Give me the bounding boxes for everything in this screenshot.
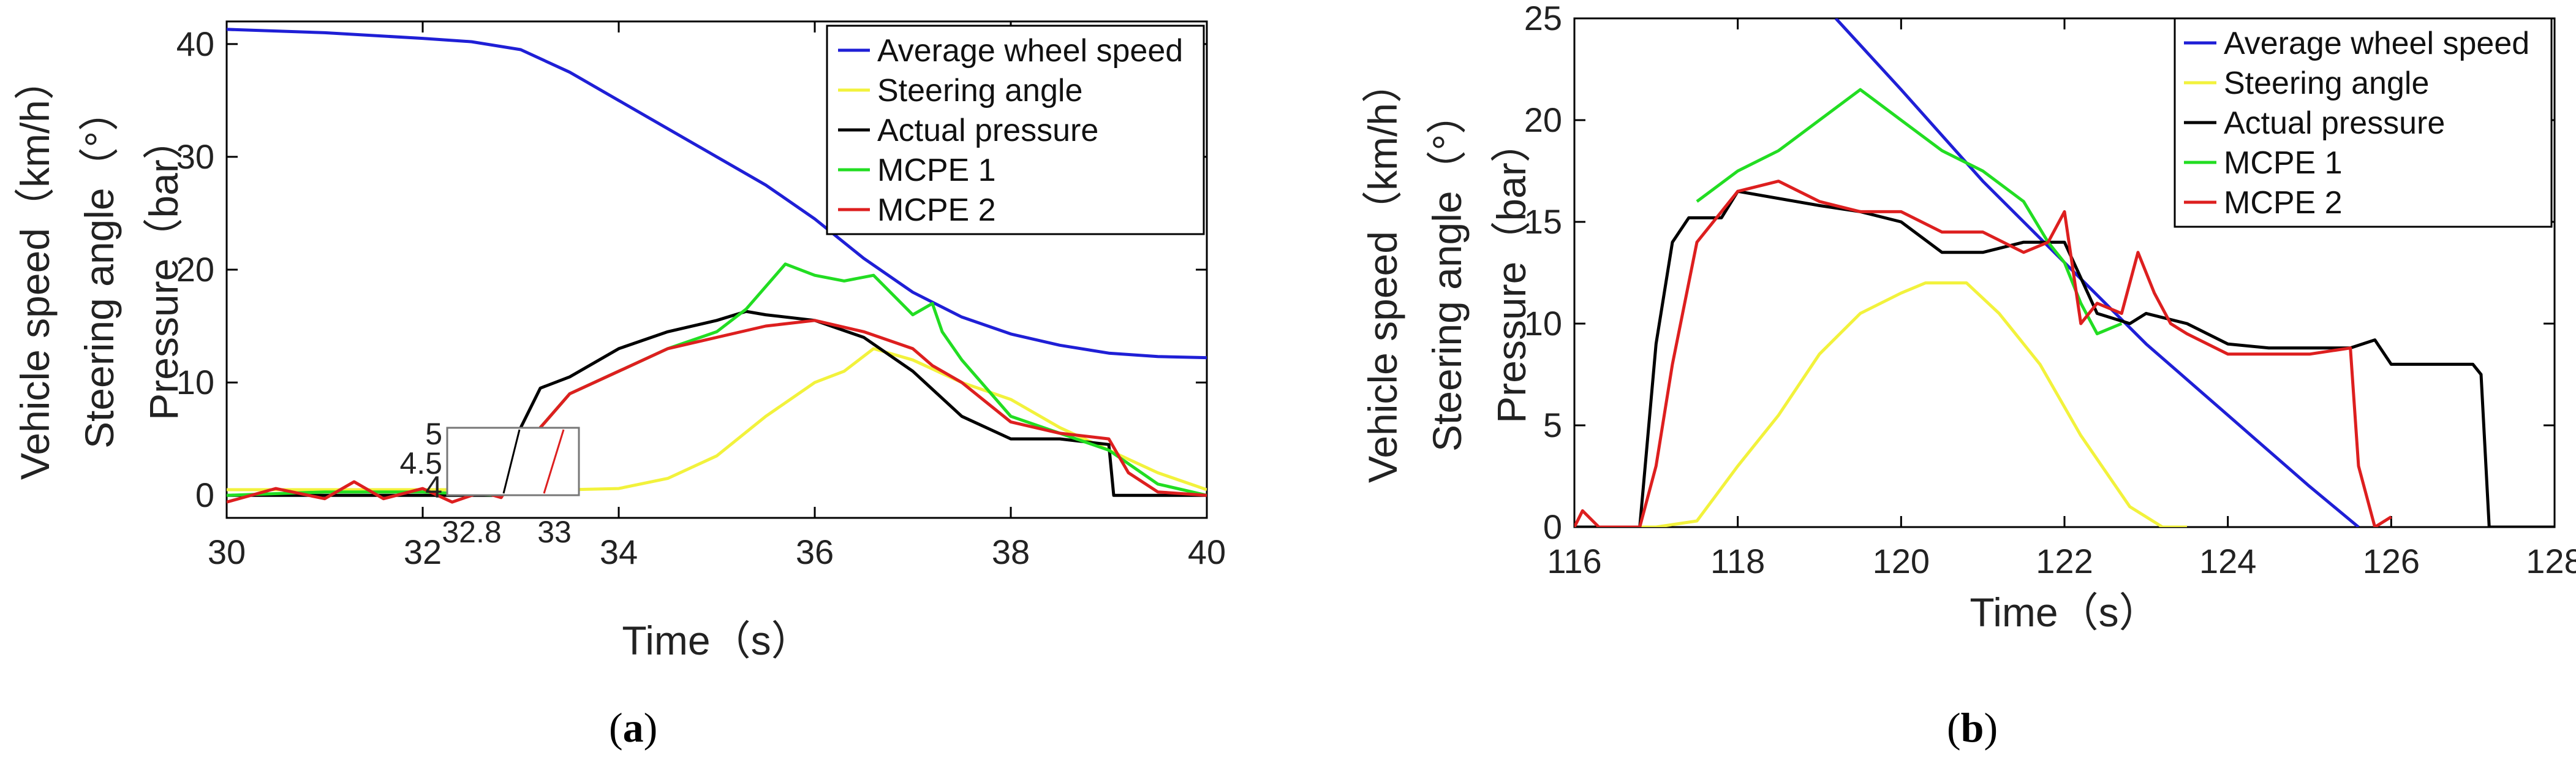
series-line-mcpe-2 <box>227 319 1207 504</box>
y-tick-label: 5 <box>1543 406 1562 444</box>
inset-series-mcpe-2 <box>543 429 565 494</box>
legend-box <box>2174 17 2553 228</box>
x-tick-label: 128 <box>2526 542 2576 580</box>
y-axis-label: Pressure（bar） <box>1489 122 1534 423</box>
inset-x-tick-label: 33 <box>537 515 572 549</box>
inset-y-tick-label: 5 <box>425 417 442 451</box>
series-line-steering-angle <box>1574 281 2187 527</box>
legend-label: MCPE 1 <box>877 153 996 188</box>
inset-x-tick-label: 32.8 <box>442 515 501 549</box>
series-line-actual-pressure <box>227 310 1207 497</box>
legend-label: Steering angle <box>2224 66 2429 101</box>
y-tick-label: 10 <box>176 363 214 401</box>
y-tick-label: 0 <box>195 476 214 514</box>
y-axis-label: Vehicle speed（km/h） <box>12 59 58 480</box>
series-line-actual-pressure <box>1574 189 2555 527</box>
x-tick-label: 36 <box>796 533 834 571</box>
y-tick-label: 20 <box>176 250 214 289</box>
x-tick-label: 126 <box>2363 542 2420 580</box>
y-axis-label: Vehicle speed（km/h） <box>1360 63 1405 483</box>
y-tick-label: 40 <box>176 25 214 63</box>
y-axis-label: Steering angle（°） <box>1424 94 1470 452</box>
chart-a: 30 32 34 36 38 40 0 10 20 30 40 Time（s） Vehicle spee… <box>12 20 1226 663</box>
series-line-average-wheel-speed <box>227 28 1207 360</box>
inset-y-tick-label: 4 <box>425 470 442 504</box>
legend-label: Average wheel speed <box>877 33 1183 69</box>
caption-b: (b) <box>1947 704 1998 751</box>
y-axis-label: Pressure（bar） <box>141 119 186 420</box>
legend-label: Steering angle <box>877 73 1082 108</box>
legend-box <box>826 25 1205 235</box>
inset-y-tick-label: 4.5 <box>399 446 442 480</box>
legend: Average wheel speed Steering angle Actual … <box>826 25 1205 235</box>
inset-frame <box>446 427 580 496</box>
x-tick-label: 38 <box>992 533 1030 571</box>
x-tick-label: 30 <box>208 533 246 571</box>
x-tick-label: 40 <box>1188 533 1226 571</box>
legend: Average wheel speed Steering angle Actual … <box>2174 17 2553 228</box>
y-tick-label: 20 <box>1524 101 1562 139</box>
x-tick-label: 120 <box>1873 542 1930 580</box>
legend-label: Average wheel speed <box>2224 26 2529 61</box>
y-tick-label: 30 <box>176 137 214 176</box>
y-tick-label: 25 <box>1524 0 1562 37</box>
y-tick-label: 0 <box>1543 507 1562 546</box>
series-line-average-wheel-speed <box>1834 18 2360 527</box>
y-axis-label: Steering angle（°） <box>77 91 122 449</box>
x-tick-label: 124 <box>2199 542 2256 580</box>
y-tick-label: 15 <box>1524 202 1562 241</box>
legend-label: Actual pressure <box>2224 105 2445 141</box>
x-tick-label: 116 <box>1547 542 1601 580</box>
chart-b: 116 118 120 122 124 126 128 0 5 10 15 20 25 Time（s） Ve… <box>1360 0 2576 635</box>
inset-series-actual-pressure <box>502 429 521 494</box>
caption-a: (a) <box>609 704 658 751</box>
x-tick-label: 118 <box>1710 542 1765 580</box>
legend-label: MCPE 2 <box>2224 185 2343 221</box>
x-tick-label: 34 <box>600 533 638 571</box>
x-tick-label: 122 <box>2036 542 2093 580</box>
x-axis-label: Time（s） <box>622 618 811 663</box>
legend-label: MCPE 1 <box>2224 145 2343 181</box>
series-line-mcpe-2 <box>1574 180 2392 527</box>
x-axis-label: Time（s） <box>1970 590 2159 635</box>
y-tick-label: 10 <box>1524 304 1562 343</box>
legend-label: Actual pressure <box>877 113 1098 148</box>
x-tick-label: 32 <box>404 533 442 571</box>
legend-label: MCPE 2 <box>877 192 996 228</box>
